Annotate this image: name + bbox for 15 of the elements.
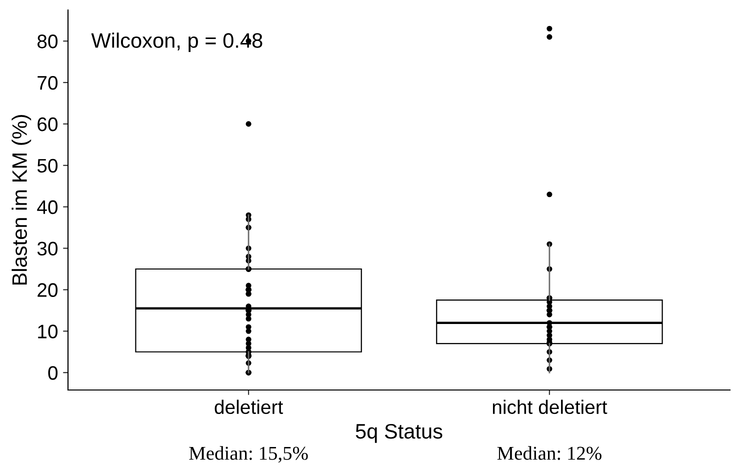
x-tick-label: nicht deletiert [492,400,608,414]
y-tick-label: 80 [37,34,58,48]
y-tick-label: 60 [38,117,58,132]
y-tick-label: 10 [38,324,58,338]
text: Median: 15,5% [189,446,308,463]
y-tick-label: 70 [38,76,58,90]
y-tick-label: 50 [37,158,58,173]
y-tick-label: 0 [48,366,58,380]
y-tick-label: 20 [38,283,58,297]
text: Median: 12% [497,446,602,460]
x-tick-label: deletiert [214,400,283,414]
y-axis-title: Blasten im KM (%) [12,115,32,285]
x-axis-title: 5q Status [356,424,442,443]
y-tick-label: 30 [37,242,58,256]
y-tick-label: 40 [37,200,58,214]
